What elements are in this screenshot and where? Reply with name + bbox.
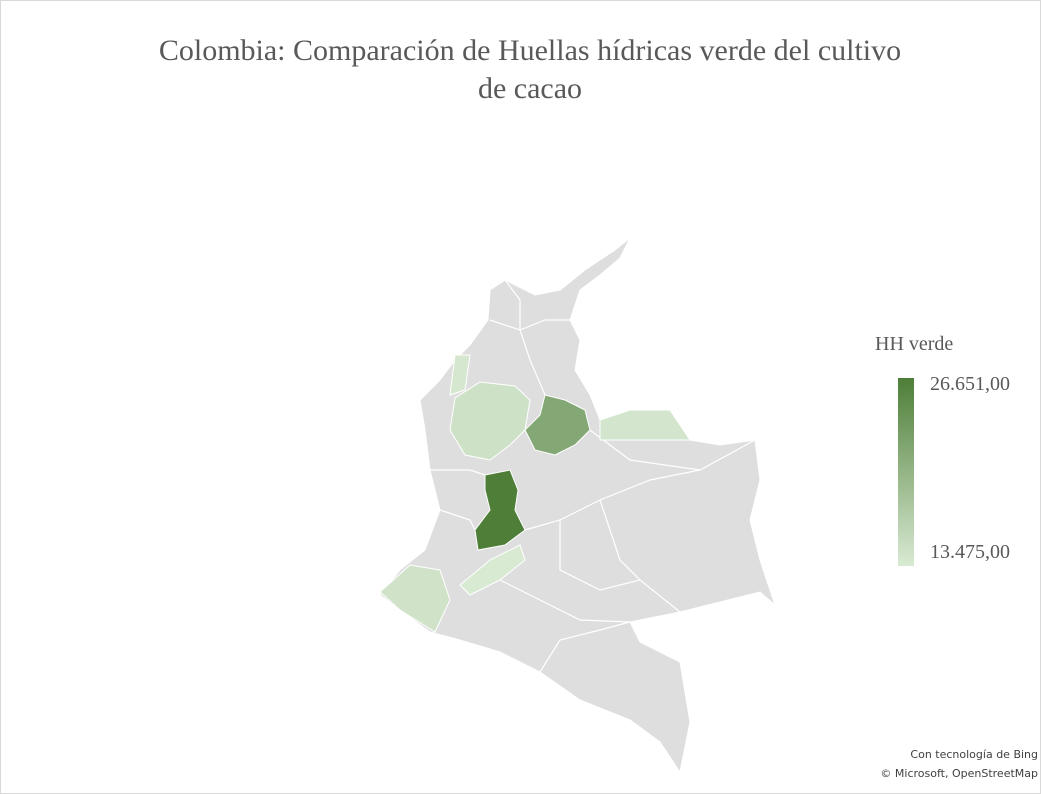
- region: [599, 409, 691, 441]
- region: [524, 394, 591, 456]
- attribution: © Microsoft, OpenStreetMap: [880, 767, 1038, 780]
- chart-title: Colombia: Comparación de Huellas hídrica…: [159, 34, 901, 105]
- legend-label: 26.651,00: [930, 373, 1010, 395]
- attribution: Con tecnología de Bing: [910, 748, 1038, 761]
- legend-title: HH verde: [875, 333, 953, 355]
- region: [449, 381, 531, 461]
- legend-label: 13.475,00: [930, 541, 1010, 563]
- legend-color-bar: [898, 378, 914, 566]
- region: [459, 544, 526, 596]
- department-borders: [430, 279, 756, 673]
- region: [449, 354, 471, 396]
- region: [474, 469, 526, 551]
- region: [379, 564, 451, 633]
